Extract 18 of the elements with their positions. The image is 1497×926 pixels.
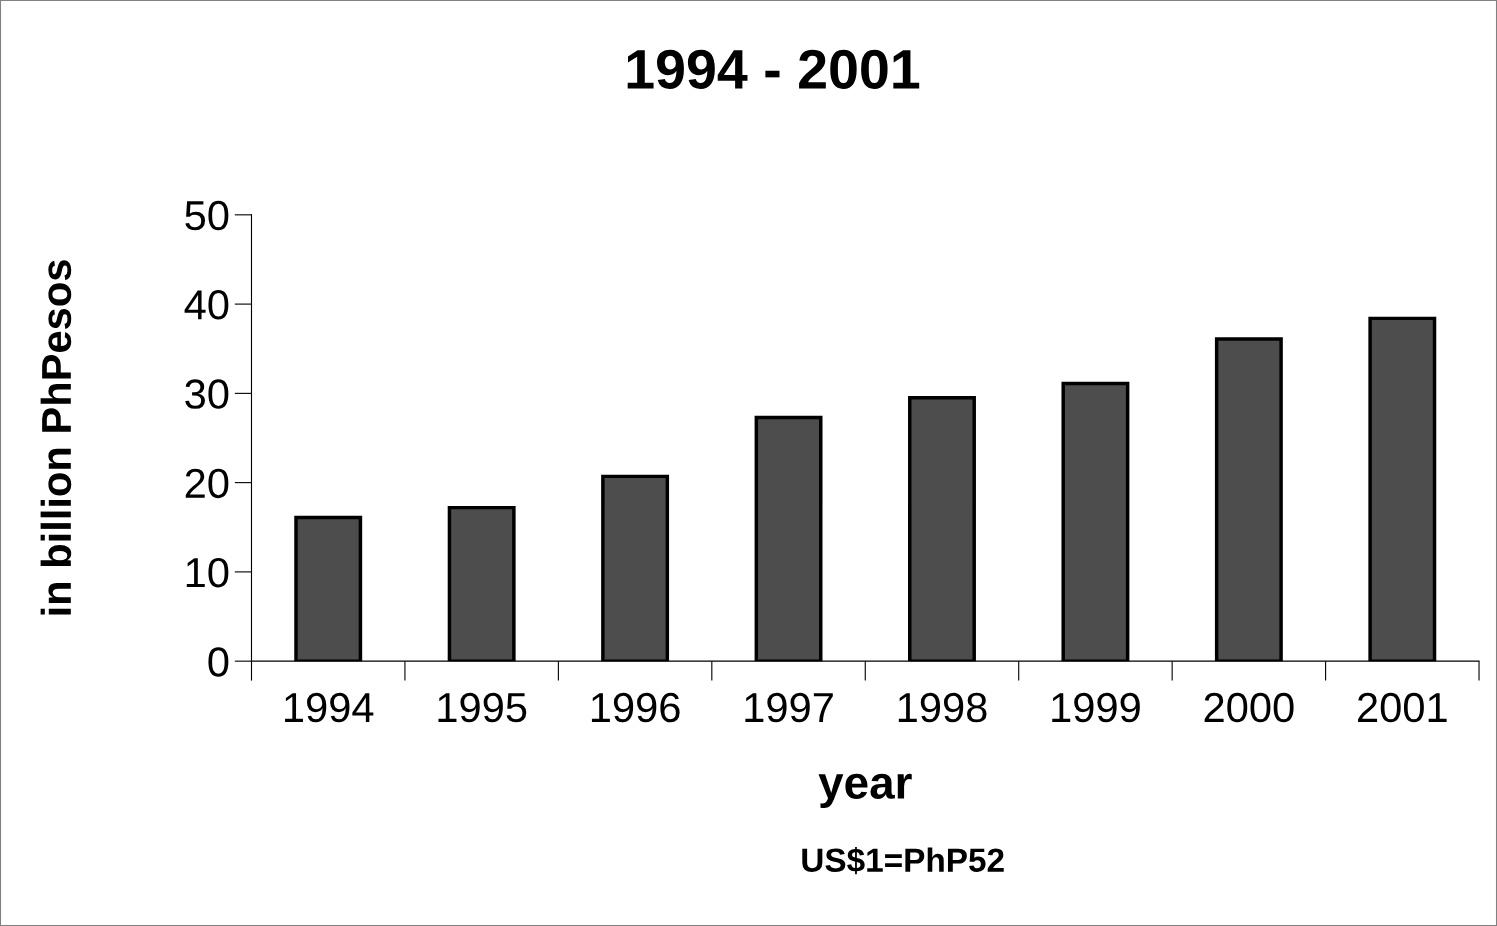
x-tick-label: 1998 xyxy=(898,692,987,723)
y-tick-label: 0 xyxy=(208,647,229,677)
x-tick-label: 2001 xyxy=(1358,692,1447,723)
y-tick-label: 30 xyxy=(185,379,229,409)
y-tick-label: 10 xyxy=(186,557,229,588)
y-axis-title: in billion PhPesos xyxy=(40,260,72,615)
y-tick-label: 50 xyxy=(185,200,229,231)
chart-title: 1994 - 2001 xyxy=(627,49,920,89)
x-tick-label: 1996 xyxy=(591,692,680,723)
x-axis-title: year xyxy=(818,773,912,809)
text: US$1=PhP52 xyxy=(802,846,1004,875)
y-tick-label: 20 xyxy=(185,468,229,499)
x-tick-label: 2000 xyxy=(1204,692,1294,723)
x-tick-label: 1997 xyxy=(745,692,833,723)
x-tick-label: 1994 xyxy=(285,692,374,723)
x-tick-label: 1999 xyxy=(1052,692,1140,723)
y-tick-label: 40 xyxy=(184,290,229,320)
x-tick-label: 1995 xyxy=(438,692,527,723)
